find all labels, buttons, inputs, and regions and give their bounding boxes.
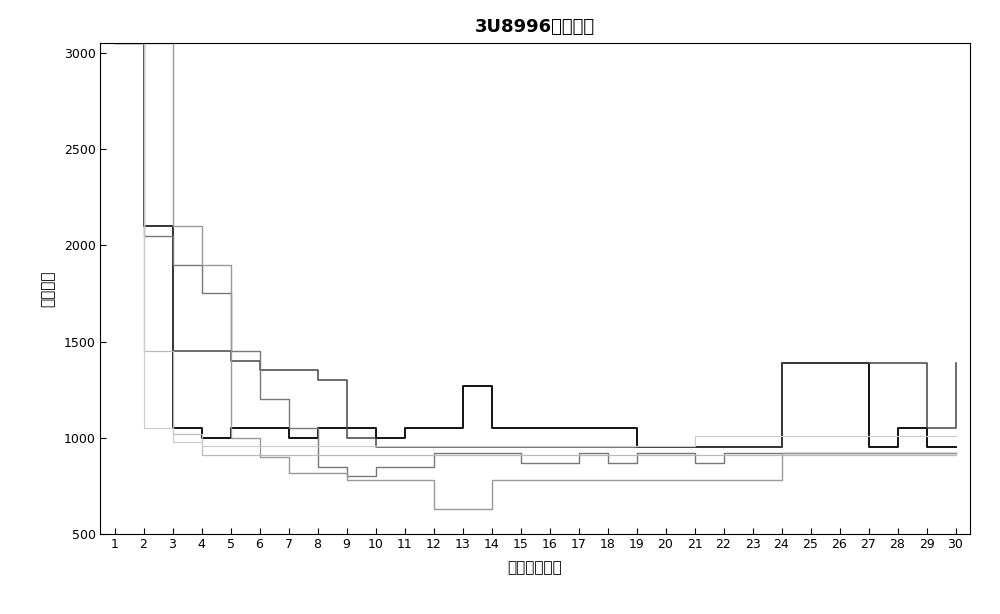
- X-axis label: 距离离港日期: 距离离港日期: [508, 560, 562, 575]
- Title: 3U8996价格趋势: 3U8996价格趋势: [475, 18, 595, 36]
- Y-axis label: 最低价格: 最低价格: [41, 270, 56, 307]
